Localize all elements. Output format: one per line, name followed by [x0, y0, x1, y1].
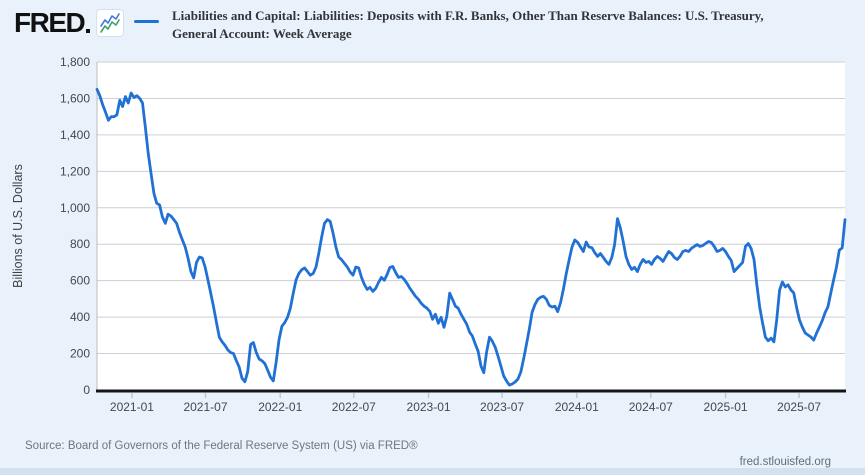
x-tick-label: 2022-01: [258, 400, 302, 414]
series-line: [95, 87, 847, 387]
y-tick-labels: 0 200 400 600 800 1,000 1,200 1,400 1,600 1,800: [60, 55, 90, 397]
bottom-band: [0, 468, 865, 475]
x-tick-label: 2022-07: [332, 400, 376, 414]
x-tick-label: 2025-07: [777, 400, 821, 414]
x-tick-label: 2021-07: [183, 400, 227, 414]
chart-title: Liabilities and Capital: Liabilities: De…: [172, 7, 862, 42]
y-tick-label: 1,800: [60, 55, 90, 69]
y-tick-label: 1,600: [60, 91, 90, 105]
y-tick-label: 400: [70, 310, 90, 324]
y-tick-label: 200: [70, 347, 90, 361]
x-tick-label: 2024-07: [629, 400, 673, 414]
y-tick-label: 800: [70, 237, 90, 251]
fred-logo-text: FRED: [14, 7, 86, 38]
x-tick-label: 2023-01: [407, 400, 451, 414]
y-tick-label: 1,200: [60, 164, 90, 178]
plot-area: [97, 62, 845, 390]
y-gridlines: [97, 61, 845, 355]
y-tick-label: 0: [83, 383, 90, 397]
x-tick-label: 2021-01: [110, 400, 154, 414]
fred-graph-icon: [96, 9, 125, 37]
source-attribution: Source: Board of Governors of the Federa…: [25, 440, 418, 452]
y-axis-title: Billions of U.S. Dollars: [11, 164, 25, 288]
chart-title-line2: General Account: Week Average: [172, 25, 352, 41]
fred-site-link[interactable]: fred.stlouisfed.org: [739, 456, 831, 468]
y-tick-label: 1,400: [60, 128, 90, 142]
x-tick-label: 2023-07: [480, 400, 524, 414]
y-tick-label: 600: [70, 274, 90, 288]
x-tick-label: 2024-01: [555, 400, 599, 414]
series-legend-swatch: [134, 20, 159, 23]
x-tick-label: 2025-01: [704, 400, 748, 414]
fred-logo-dot: [86, 29, 91, 33]
y-tick-label: 1,000: [60, 201, 90, 215]
x-tick-marks: [131, 393, 800, 398]
fred-logo[interactable]: FRED: [14, 7, 125, 38]
x-tick-labels: 2021-01 2021-07 2022-01 2022-07 2023-01 2023-…: [110, 400, 822, 414]
chart-title-line1: Liabilities and Capital: Liabilities: De…: [172, 8, 764, 23]
